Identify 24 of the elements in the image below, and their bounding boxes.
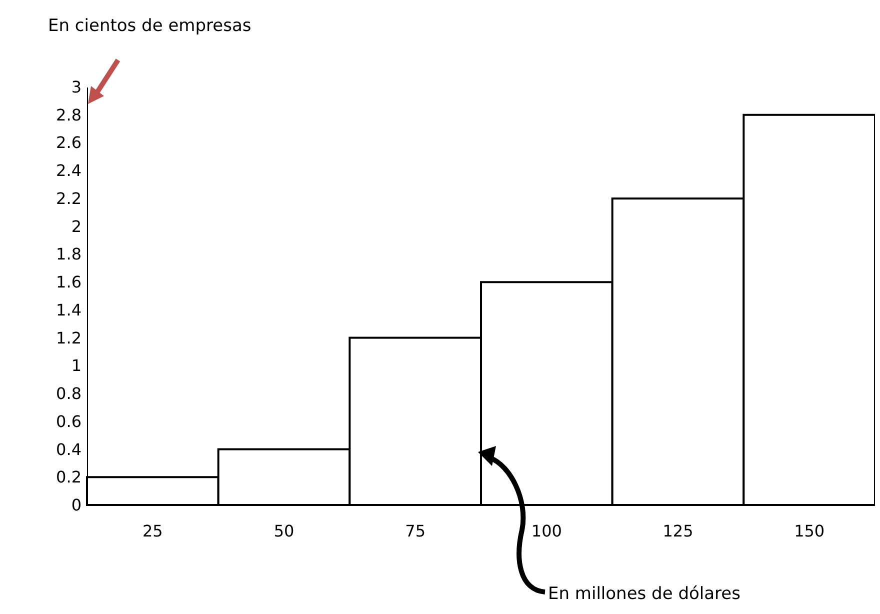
y-tick-label: 0.6 [56, 412, 82, 431]
y-tick-label: 3 [71, 78, 82, 96]
y-tick-label: 2 [71, 216, 82, 236]
y-tick-label: 2.4 [56, 161, 82, 180]
y-tick-label: 2.8 [56, 105, 82, 124]
text: En millones de dólares [548, 584, 740, 604]
y-tick-label: 1.8 [56, 244, 82, 264]
x-tick-label: 100 [531, 522, 562, 540]
y-tick-label: 1 [71, 356, 82, 376]
y-tick-label: 2.2 [56, 188, 82, 208]
y-tick-label: 0.4 [56, 440, 82, 459]
y-tick-label: 1.6 [56, 272, 82, 292]
y-tick-label: 0 [71, 496, 82, 514]
x-tick-label: 150 [794, 522, 825, 540]
x-tick-label: 50 [274, 522, 294, 540]
text: En cientos de empresas [48, 16, 252, 36]
y-tick-label: 0.8 [56, 384, 82, 404]
y-tick-label: 2.6 [56, 133, 82, 152]
y-tick-label: 1.4 [56, 300, 82, 320]
x-tick-label: 125 [662, 522, 694, 540]
x-tick-label: 75 [405, 522, 426, 540]
y-tick-label: 0.2 [56, 468, 82, 487]
y-tick-label: 1.2 [56, 328, 82, 348]
x-tick-label: 25 [142, 522, 163, 540]
